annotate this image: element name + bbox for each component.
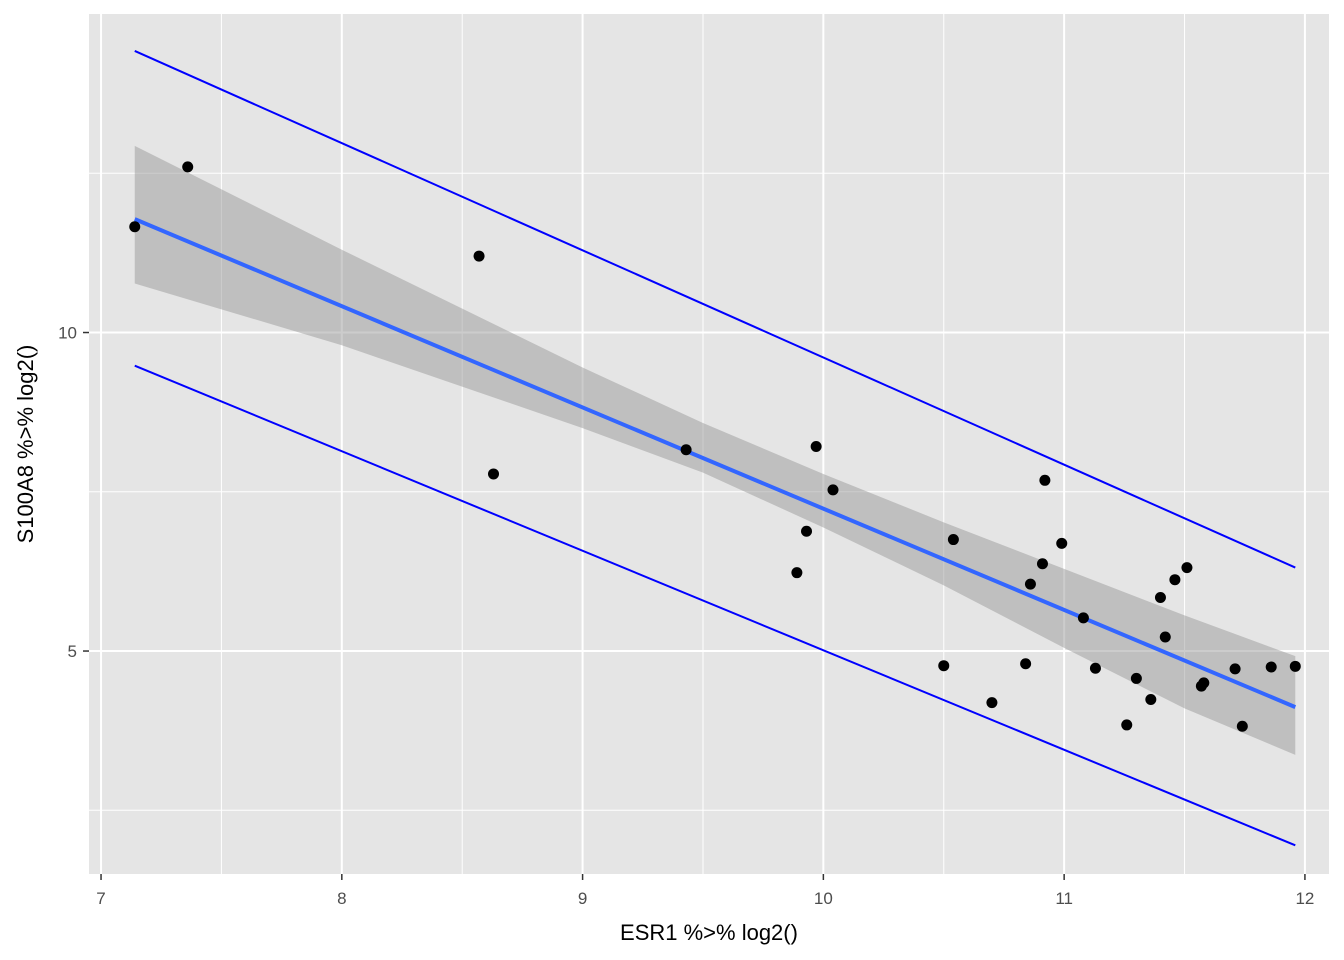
y-tick-label: 10 bbox=[58, 324, 77, 343]
data-point bbox=[680, 444, 692, 456]
data-point bbox=[1121, 719, 1133, 731]
x-tick-label: 8 bbox=[337, 889, 346, 908]
data-point bbox=[1039, 474, 1051, 486]
x-tick-label: 11 bbox=[1055, 889, 1073, 908]
data-point bbox=[1169, 574, 1181, 586]
data-point bbox=[1089, 662, 1101, 674]
data-point bbox=[1229, 663, 1241, 675]
data-point bbox=[1181, 562, 1193, 574]
data-point bbox=[1159, 631, 1171, 643]
data-point bbox=[1154, 592, 1166, 604]
data-point bbox=[986, 697, 998, 709]
x-tick-label: 12 bbox=[1295, 889, 1314, 908]
x-tick-label: 9 bbox=[578, 889, 587, 908]
data-point bbox=[1020, 658, 1032, 670]
data-point bbox=[947, 534, 959, 546]
confidence-band bbox=[134, 145, 1296, 755]
data-point bbox=[1289, 660, 1301, 672]
confidence-band-area bbox=[134, 145, 1296, 755]
data-point bbox=[1024, 578, 1036, 590]
data-point bbox=[488, 468, 500, 480]
prediction-line bbox=[134, 364, 1296, 847]
regression-line bbox=[133, 217, 1297, 709]
data-point bbox=[129, 221, 141, 233]
y-tick-label: 5 bbox=[68, 642, 77, 661]
data-point bbox=[801, 525, 813, 537]
y-axis-title: S100A8 %>% log2() bbox=[13, 345, 38, 544]
data-point bbox=[827, 484, 839, 496]
major-gridlines bbox=[89, 14, 1329, 874]
x-axis-ticks: 7 8 9 10 11 12 bbox=[96, 874, 1314, 908]
data-point bbox=[1077, 612, 1089, 624]
data-point bbox=[182, 161, 194, 173]
data-point bbox=[810, 441, 822, 453]
data-point bbox=[1145, 693, 1157, 705]
data-point bbox=[791, 567, 803, 579]
data-point bbox=[1265, 661, 1277, 673]
data-point bbox=[1130, 672, 1142, 684]
prediction-interval-lines bbox=[134, 50, 1296, 847]
data-point bbox=[1236, 720, 1248, 732]
x-axis-title: ESR1 %>% log2() bbox=[620, 920, 798, 945]
data-point bbox=[938, 660, 950, 672]
fit-line bbox=[133, 217, 1297, 709]
y-axis-ticks: 5 10 bbox=[58, 324, 89, 661]
data-point bbox=[1036, 558, 1048, 570]
data-point bbox=[1198, 677, 1210, 689]
data-point bbox=[1056, 537, 1068, 549]
x-tick-label: 10 bbox=[814, 889, 833, 908]
prediction-line bbox=[134, 50, 1296, 569]
data-point bbox=[473, 250, 485, 262]
x-tick-label: 7 bbox=[96, 889, 105, 908]
data-points bbox=[129, 161, 1301, 732]
